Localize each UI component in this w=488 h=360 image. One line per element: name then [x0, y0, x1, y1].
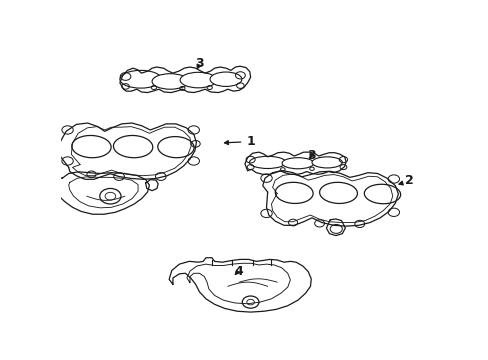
Ellipse shape: [120, 70, 161, 88]
Ellipse shape: [319, 182, 357, 203]
Ellipse shape: [158, 136, 194, 158]
Text: 3: 3: [195, 58, 203, 71]
Text: 4: 4: [234, 265, 243, 278]
Ellipse shape: [364, 184, 400, 204]
Text: 2: 2: [398, 175, 413, 188]
Text: 3: 3: [306, 149, 315, 162]
Ellipse shape: [72, 135, 111, 158]
Ellipse shape: [282, 158, 313, 169]
Ellipse shape: [113, 135, 152, 158]
Text: 1: 1: [224, 135, 254, 148]
Ellipse shape: [311, 157, 342, 168]
Ellipse shape: [152, 74, 188, 89]
Ellipse shape: [180, 72, 216, 88]
Ellipse shape: [275, 182, 312, 203]
Ellipse shape: [210, 72, 242, 86]
Ellipse shape: [249, 156, 285, 168]
